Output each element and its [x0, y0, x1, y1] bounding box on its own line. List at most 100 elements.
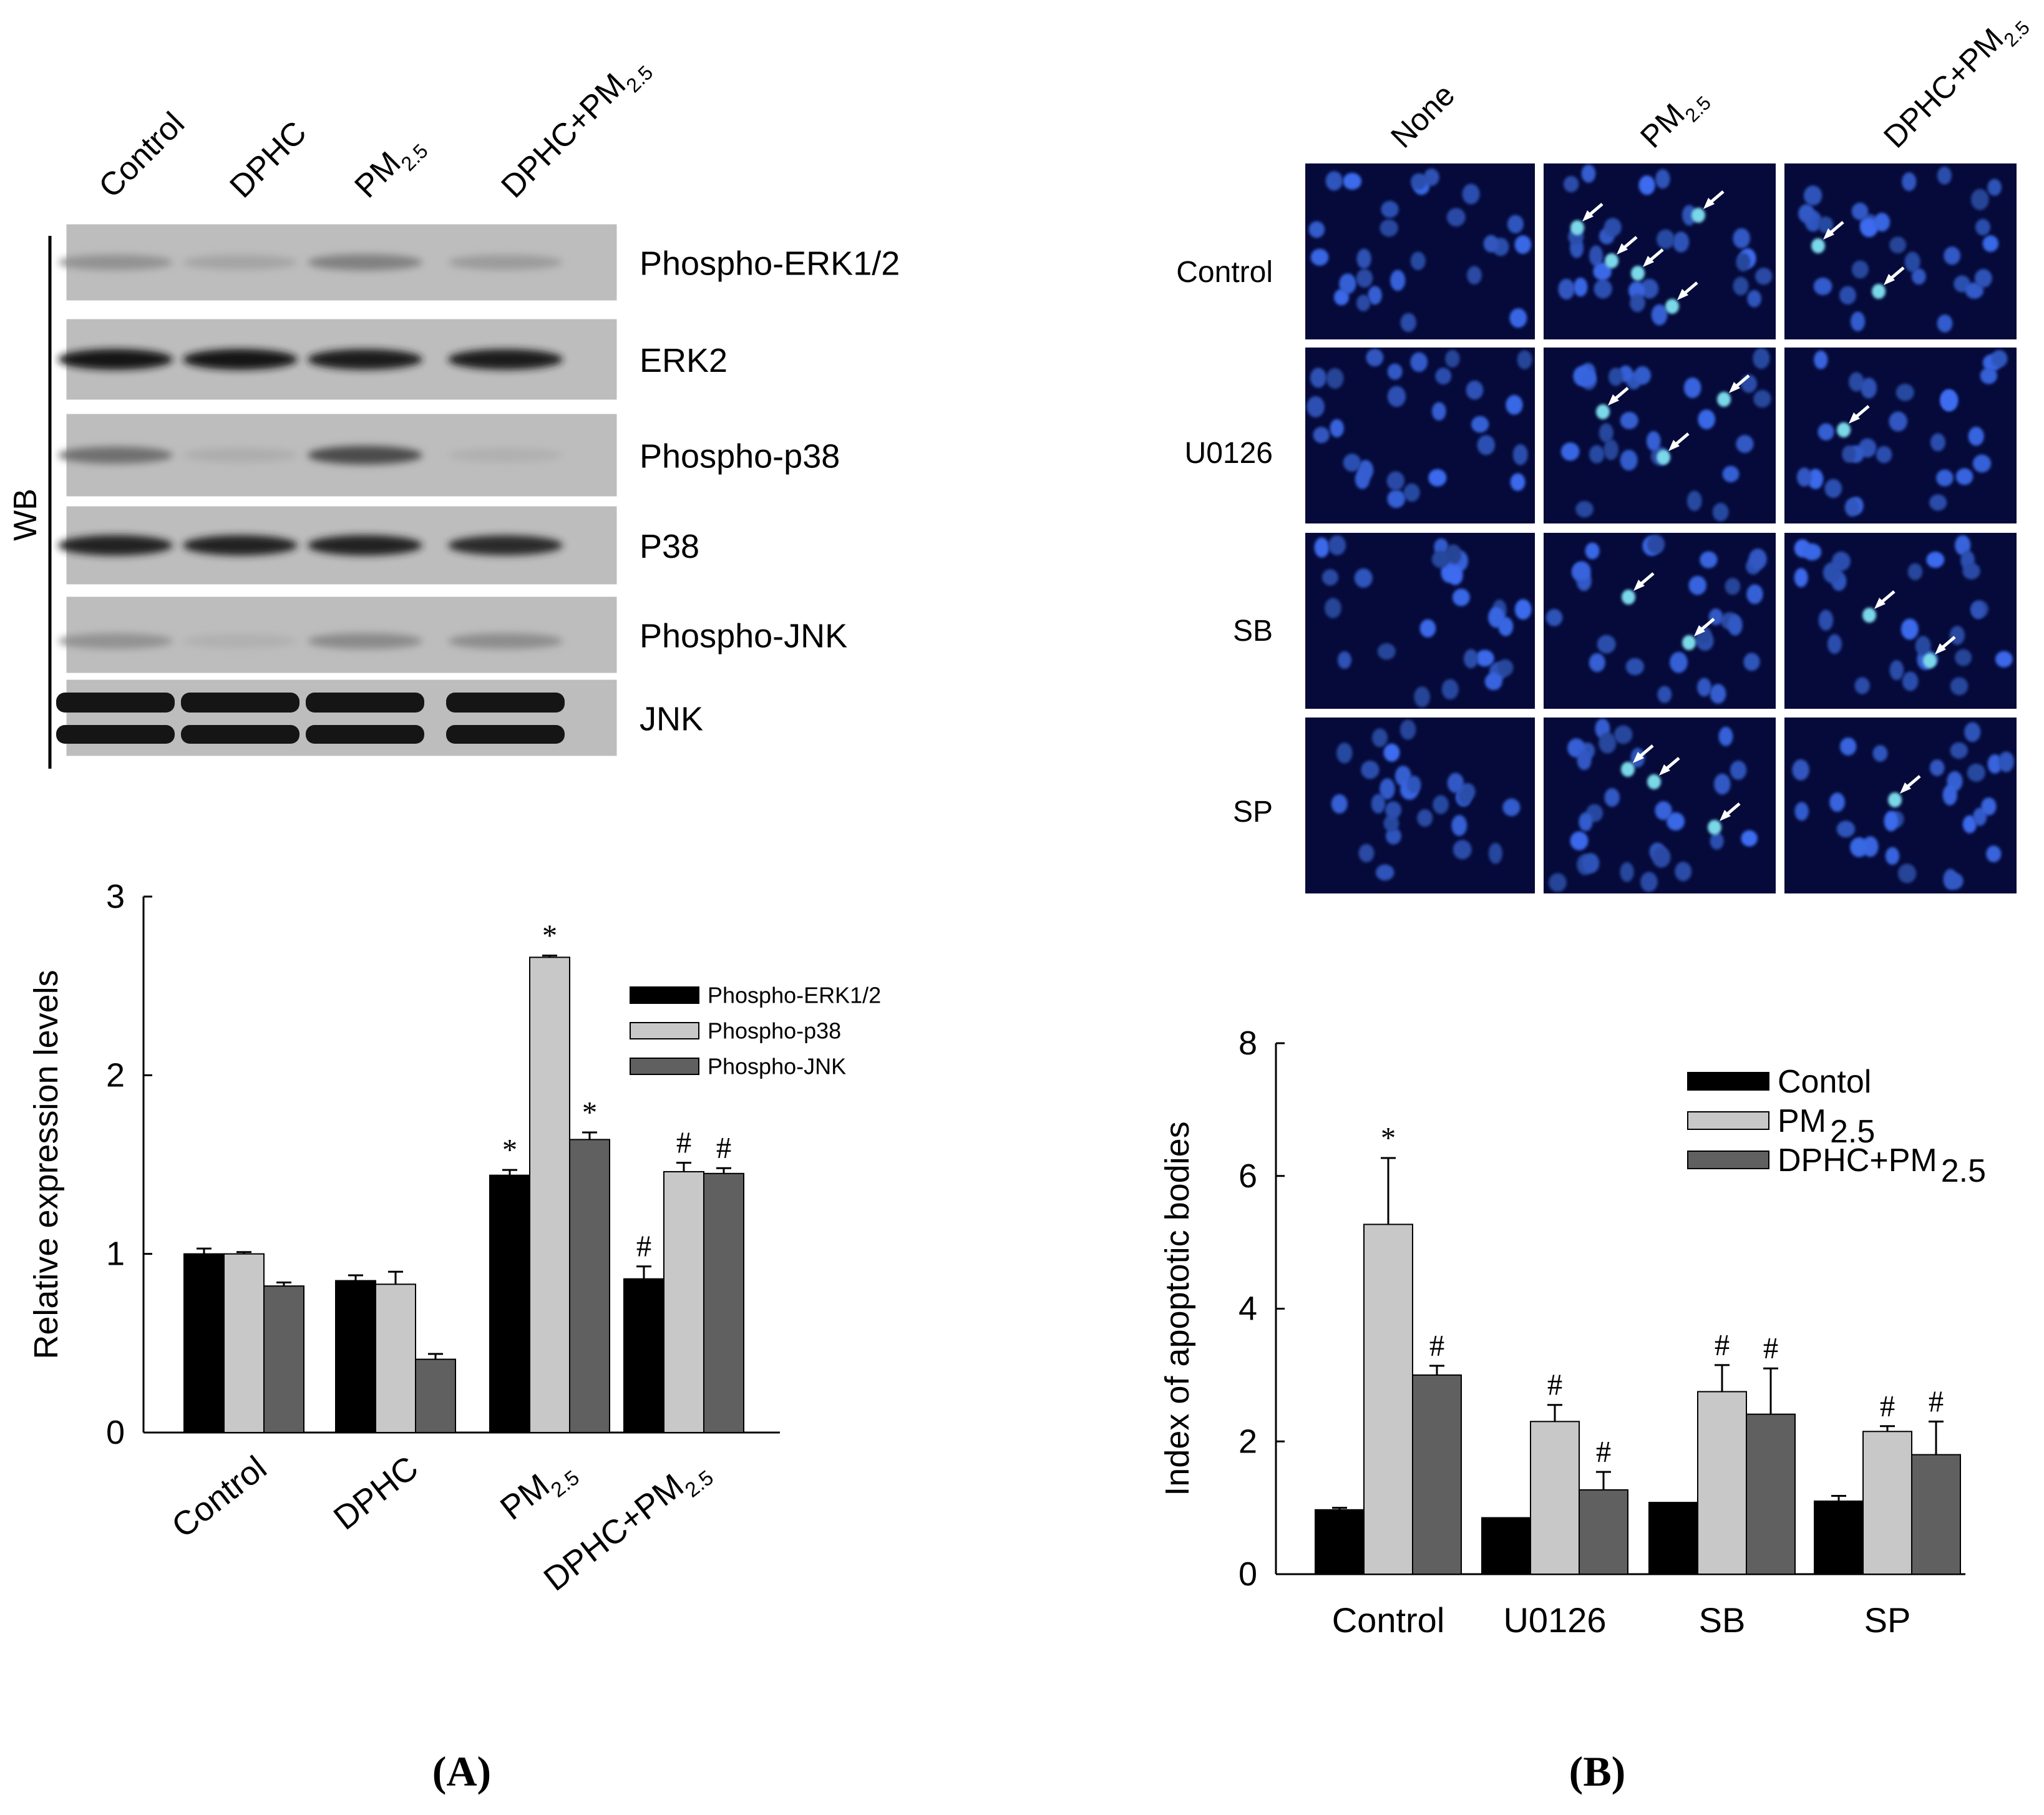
wb-lane-label: Control: [92, 105, 192, 205]
wb-lane-label-main: DPHC+PM: [494, 67, 633, 205]
bar: [489, 1174, 530, 1434]
legend-label-sub: 2.5: [1830, 1114, 1875, 1150]
nucleus: [1907, 563, 1923, 580]
nucleus: [1371, 794, 1386, 814]
nucleus: [1854, 677, 1870, 694]
y-tick-label: 3: [106, 878, 125, 915]
wb-band: [183, 349, 298, 370]
nucleus: [1657, 686, 1672, 703]
pointer-arrowhead: [1849, 412, 1860, 424]
nucleus: [1655, 169, 1670, 189]
apoptotic-nucleus: [1717, 392, 1731, 407]
bar: [703, 1172, 744, 1433]
nucleus: [1471, 416, 1489, 433]
wb-band: [446, 693, 565, 713]
nucleus: [1937, 314, 1953, 333]
nucleus: [1753, 348, 1770, 369]
category-label-main: SP: [1864, 1600, 1911, 1640]
nucleus: [1896, 383, 1914, 401]
nucleus: [1549, 873, 1567, 892]
nucleus: [1372, 728, 1388, 747]
nucleus: [1697, 678, 1711, 697]
nucleus: [1839, 737, 1857, 756]
nucleus: [1889, 236, 1907, 254]
pointer-arrowhead: [1935, 643, 1946, 654]
wb-band: [183, 255, 298, 270]
nucleus: [1904, 251, 1920, 273]
apoptotic-nucleus: [1923, 653, 1937, 668]
nucleus: [1380, 219, 1398, 237]
nucleus: [1823, 562, 1842, 583]
nucleus: [1930, 433, 1945, 452]
legend-label: Phospho-p38: [708, 1018, 841, 1044]
micro-image-border: [1782, 530, 2019, 711]
bar: [1648, 1502, 1698, 1575]
nucleus: [1885, 847, 1900, 865]
nucleus: [1746, 584, 1763, 605]
nucleus: [1585, 542, 1600, 560]
nucleus: [1512, 444, 1528, 465]
bar: [1697, 1391, 1747, 1575]
significance-mark: #: [716, 1131, 731, 1165]
apoptotic-nucleus: [1691, 208, 1705, 223]
category-label: DPHC: [327, 1449, 426, 1537]
micro-row-label: U0126: [1185, 437, 1273, 470]
nucleus: [1964, 722, 1981, 742]
legend-label-main: Phospho-JNK: [708, 1054, 846, 1079]
category-label-main: PM: [494, 1467, 557, 1527]
nucleus: [1599, 732, 1617, 754]
nucleus: [1710, 684, 1726, 704]
wb-band: [306, 693, 424, 713]
pointer-arrowhead: [1643, 256, 1654, 267]
nucleus: [1451, 815, 1467, 836]
micro-image-border: [1541, 161, 1778, 342]
bar: [1911, 1454, 1961, 1575]
nucleus: [1987, 178, 2002, 196]
chart-relative-expression: 0 1 2 3 Relative expression levels Control DPH…: [27, 878, 881, 1598]
micro-image-background: [1783, 716, 2018, 895]
nucleus: [1483, 235, 1499, 253]
apoptotic-nucleus: [1872, 284, 1886, 299]
nucleus: [1314, 537, 1330, 558]
nucleus: [1328, 535, 1346, 555]
nucleus: [1929, 759, 1945, 776]
nucleus: [1844, 498, 1860, 517]
nucleus: [1545, 609, 1563, 626]
nucleus: [1640, 278, 1659, 299]
nucleus: [1589, 653, 1605, 673]
bar: [1746, 1413, 1796, 1575]
nucleus: [1995, 651, 2013, 668]
nucleus: [1411, 173, 1427, 190]
nucleus: [1510, 473, 1526, 491]
nucleus: [1647, 534, 1665, 554]
nucleus: [1307, 396, 1325, 417]
bar: [1412, 1374, 1462, 1575]
nucleus: [1509, 308, 1527, 328]
apoptotic-nucleus: [1605, 253, 1618, 268]
nucleus: [1827, 634, 1842, 654]
nucleus: [1728, 615, 1743, 636]
category-label: SP: [1864, 1600, 1911, 1640]
bar: [1579, 1489, 1628, 1575]
nucleus: [1356, 248, 1371, 269]
micro-image: [1541, 161, 1778, 342]
nucleus: [1563, 175, 1579, 193]
wb-strip-4: Phospho-JNK: [58, 595, 847, 675]
wb-band: [448, 633, 563, 650]
wb-band: [448, 349, 563, 370]
micro-image-border: [1303, 161, 1537, 342]
pointer-arrowhead: [1677, 289, 1688, 300]
bar: [623, 1278, 664, 1434]
nucleus: [1982, 235, 1999, 252]
nucleus: [1467, 266, 1482, 285]
micro-column-label-main: None: [1384, 77, 1461, 155]
pointer-arrowhead: [1582, 210, 1594, 221]
wb-strips: Phospho-ERK1/2 ERK2 Phospho-p38 P38 Phospho-…: [56, 222, 900, 758]
nucleus: [1560, 442, 1580, 461]
wb-lane-label-main: PM: [348, 145, 407, 205]
nucleus: [1633, 366, 1652, 385]
nucleus: [1889, 660, 1904, 681]
significance-mark: #: [1763, 1331, 1778, 1365]
category-label: Control: [165, 1449, 273, 1545]
pointer-arrowhead: [1703, 198, 1715, 209]
